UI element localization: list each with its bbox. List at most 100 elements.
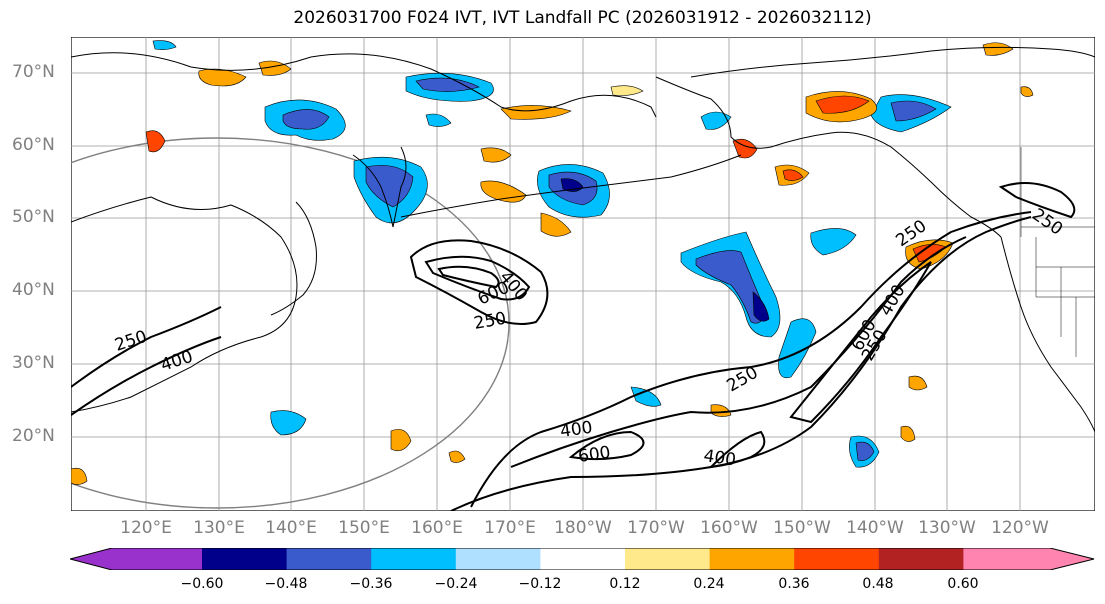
- coast-siberia: [71, 52, 657, 118]
- shade-neg-g-core: [890, 100, 937, 122]
- contour-inner-600-east: [789, 261, 932, 424]
- coast-kamchatka: [352, 146, 407, 228]
- lat-label: 40°N: [12, 280, 55, 300]
- contour-long-400: [510, 236, 967, 468]
- colorbar-tick-label: 0.24: [693, 576, 725, 592]
- lon-label: 120°W: [991, 518, 1049, 538]
- map-title: 2026031700 F024 IVT, IVT Landfall PC (20…: [293, 8, 872, 28]
- colorbar-cell: [286, 548, 372, 570]
- lat-label: 70°N: [12, 62, 55, 82]
- coast-arctic-na: [690, 46, 1095, 78]
- colorbar-cell: [371, 548, 457, 570]
- shade-neg-k: [630, 386, 662, 407]
- colorbar: [70, 548, 1095, 570]
- colorbar-tick-label: 0.60: [947, 576, 979, 592]
- colorbar-cell: [878, 548, 964, 570]
- shade-pos-r: [71, 467, 88, 485]
- contour-gulf-400: [708, 430, 766, 469]
- colorbar-tick-label: −0.48: [264, 576, 308, 592]
- contour-pacific-ring-1: [409, 239, 549, 325]
- colorbar-tick-label: −0.36: [349, 576, 393, 592]
- shade-pos-m: [982, 42, 1014, 56]
- lon-label: 160°W: [700, 518, 758, 538]
- shade-pos-o: [908, 375, 928, 391]
- colorbar-tick-label: 0.12: [609, 576, 641, 592]
- coastlines: [71, 46, 1095, 433]
- colorbar-tick-label: 0.36: [778, 576, 810, 592]
- shade-pos-s: [448, 450, 466, 463]
- lon-label: 140°W: [846, 518, 904, 538]
- lon-label: 140°E: [265, 518, 317, 538]
- lon-label: 170°E: [484, 518, 536, 538]
- shade-pos-g: [500, 105, 572, 120]
- contour-pacific-ring-3: [437, 265, 500, 289]
- lon-label: 120°E: [120, 518, 172, 538]
- colorbar-cell: [455, 548, 541, 570]
- shade-pos-l: [390, 429, 412, 452]
- contour-long-600: [568, 430, 645, 461]
- colorbar-cell: [540, 548, 626, 570]
- colorbar-cell: [963, 548, 1094, 570]
- contour-long-outer: [450, 216, 1032, 511]
- colorbar-cell: [709, 548, 795, 570]
- contour-ne-250: [998, 182, 1076, 219]
- lat-label: 30°N: [12, 353, 55, 373]
- lon-label: 150°E: [338, 518, 390, 538]
- colorbar-tick-label: −0.60: [180, 576, 224, 592]
- lon-label: 130°E: [193, 518, 245, 538]
- shade-neg-e-dark: [752, 291, 770, 322]
- lon-label: 180°W: [554, 518, 612, 538]
- ivt-contours: [71, 182, 1076, 511]
- shade-pos-j-core: [782, 169, 804, 181]
- shade-pos-e: [540, 212, 572, 237]
- shade-pos-q: [610, 85, 644, 96]
- coast-japan: [270, 201, 317, 316]
- shade-pos-a: [198, 68, 247, 87]
- shade-neg-n: [700, 111, 732, 130]
- lat-label: 60°N: [12, 135, 55, 155]
- state-borders: [1020, 147, 1095, 357]
- contour-pacific-ring-2: [424, 255, 531, 301]
- coast-aleutians: [400, 154, 742, 218]
- lat-label: 20°N: [12, 426, 55, 446]
- colorbar-cell: [625, 548, 711, 570]
- contour-label: 600: [577, 443, 612, 467]
- lat-label: 50°N: [12, 207, 55, 227]
- contour-400-west: [71, 336, 222, 416]
- lon-label: 170°W: [627, 518, 685, 538]
- contour-long-250: [470, 211, 1032, 508]
- colorbar-cell: [70, 548, 202, 570]
- contour-label: 400: [702, 446, 737, 470]
- colorbar-cell: [202, 548, 288, 570]
- lon-label: 160°E: [411, 518, 463, 538]
- shade-pos-h-core: [815, 95, 870, 114]
- shade-neg-j: [810, 228, 857, 256]
- colorbar-outline: [70, 548, 1095, 570]
- shade-neg-f: [778, 318, 817, 379]
- shade-pos-i: [732, 138, 758, 159]
- colorbar-tick-label: −0.12: [518, 576, 562, 592]
- shade-neg-b-core: [365, 165, 414, 208]
- contour-label: 400: [559, 418, 594, 442]
- colorbar-cells: [70, 548, 1094, 570]
- map-panel: 250 400 250 600 400 250 400 600 400 250 …: [71, 37, 1095, 511]
- shade-neg-c-core: [415, 77, 480, 92]
- shade-neg-l: [152, 40, 177, 50]
- coast-alaska: [655, 76, 1002, 238]
- shade-pos-p: [900, 425, 916, 442]
- shade-neg-a-core: [282, 109, 330, 130]
- colorbar-tick-label: −0.24: [434, 576, 478, 592]
- shade-pos-n: [710, 404, 732, 417]
- shade-neg-m: [425, 113, 452, 127]
- shade-neg-i: [270, 410, 307, 436]
- colorbar-cell: [794, 548, 880, 570]
- shade-neg-e-core: [695, 250, 767, 324]
- shade-pos-f: [480, 147, 512, 163]
- shade-pos-t: [1020, 86, 1034, 97]
- colorbar-tick-label: 0.48: [862, 576, 894, 592]
- shade-neg-h-core: [855, 441, 875, 461]
- lon-label: 130°W: [918, 518, 976, 538]
- contour-250-west: [71, 306, 222, 388]
- coast-na-west: [1000, 236, 1095, 433]
- lon-label: 150°W: [773, 518, 831, 538]
